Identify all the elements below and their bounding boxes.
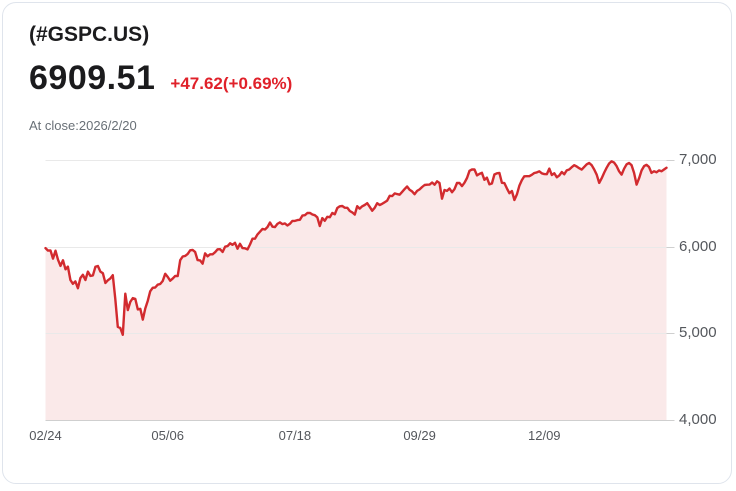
- close-timestamp: At close:2026/2/20: [29, 118, 137, 133]
- symbol-title: (#GSPC.US): [29, 23, 150, 46]
- price-row: 6909.51 +47.62(+0.69%): [29, 59, 292, 98]
- last-price: 6909.51: [29, 59, 156, 97]
- x-axis-label-12-09: 12/09: [528, 428, 561, 443]
- x-axis-label-02-24: 02/24: [29, 428, 62, 443]
- area-fill: [45, 161, 667, 421]
- chart-canvas: [44, 160, 675, 421]
- x-axis-label-05-06: 05/06: [151, 428, 184, 443]
- y-axis-label-4000: 4,000: [679, 411, 717, 428]
- y-axis-label-7000: 7,000: [679, 151, 717, 168]
- price-line: [44, 160, 668, 336]
- price-change: +47.62(+0.69%): [170, 74, 293, 93]
- price-chart[interactable]: 7,000 6,000 5,000 4,000 02/24 05/06 07/18 09/29…: [3, 3, 736, 491]
- y-axis-label-5000: 5,000: [679, 324, 717, 342]
- y-axis-label-6000: 6,000: [679, 237, 717, 255]
- x-axis-label-07-18: 07/18: [278, 428, 312, 443]
- quote-card: (#GSPC.US) 6909.51 +47.62(+0.69%) At clo…: [2, 2, 732, 484]
- x-axis-label-09-29: 09/29: [403, 428, 436, 443]
